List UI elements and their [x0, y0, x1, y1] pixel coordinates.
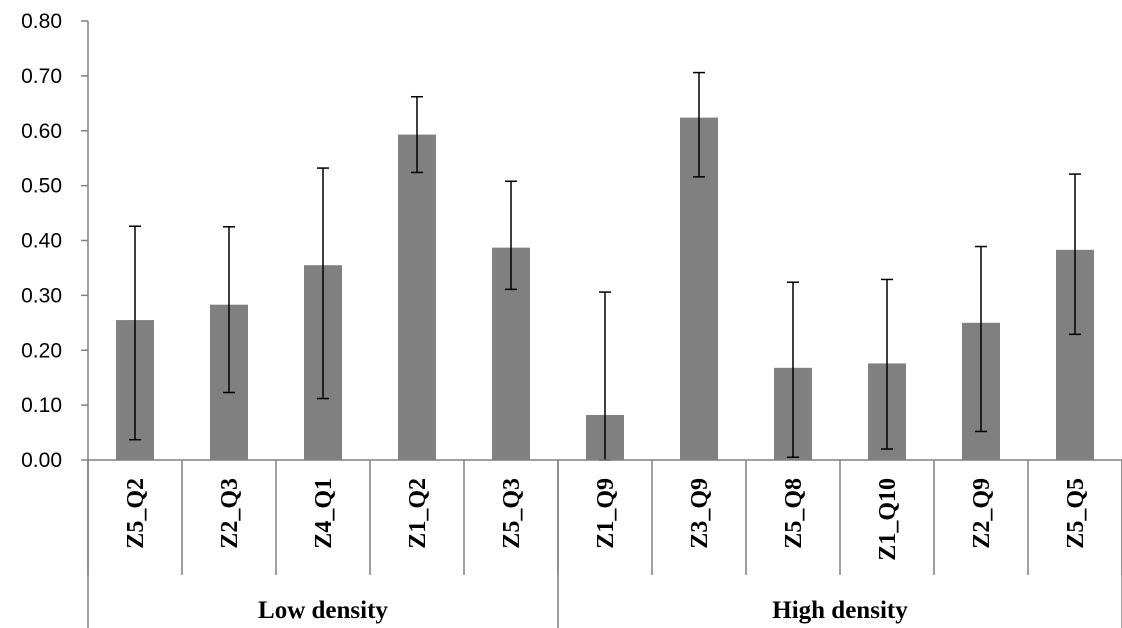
y-tick-label: 0.40	[21, 230, 62, 253]
category-label: Z5_Q8	[781, 478, 807, 549]
error-bars	[129, 71, 1081, 461]
y-tick-label: 0.50	[21, 175, 62, 198]
bar	[398, 134, 436, 460]
category-label: Z2_Q9	[969, 478, 995, 549]
category-label: Z1_Q9	[593, 478, 619, 549]
category-label: Z1_Q10	[875, 478, 901, 561]
category-label: Z5_Q5	[1063, 478, 1089, 549]
category-label: Z2_Q3	[217, 478, 243, 549]
y-axis: 0.00 0.10 0.20 0.30 0.40 0.50 0.60 0.70 0.80	[21, 10, 89, 472]
y-tick-label: 0.60	[21, 120, 62, 143]
category-label: Z5_Q2	[123, 478, 149, 549]
group-label: High density	[772, 597, 908, 624]
y-tick-label: 0.20	[21, 339, 62, 362]
x-axis: Z5_Q2 Z2_Q3 Z4_Q1 Z1_Q2 Z5_Q3 Z1_Q9 Z3_Q9 Z5_Q8…	[87, 459, 1122, 628]
category-label: Z1_Q2	[405, 478, 431, 549]
y-tick-label: 0.30	[21, 284, 62, 307]
group-label: Low density	[258, 597, 388, 624]
y-tick-label: 0.10	[21, 394, 62, 417]
category-label: Z5_Q3	[499, 478, 525, 549]
category-label: Z3_Q9	[687, 478, 713, 549]
y-tick-label: 0.80	[21, 10, 62, 33]
category-label: Z4_Q1	[311, 478, 337, 549]
y-tick-label: 0.70	[21, 65, 62, 88]
y-tick-label: 0.00	[21, 449, 62, 472]
